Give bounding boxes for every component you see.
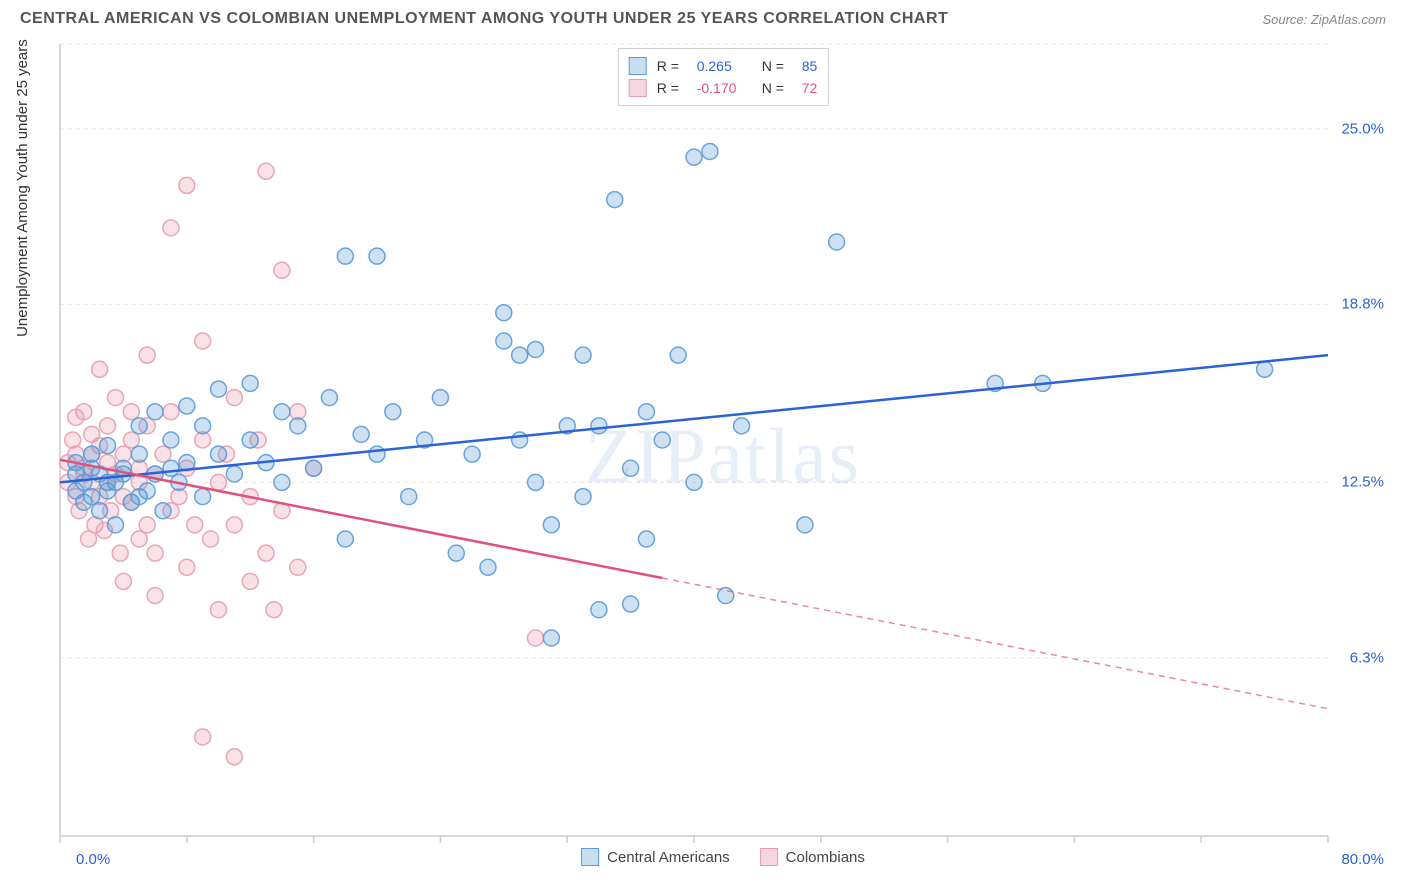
legend-n-value: 72: [802, 80, 818, 96]
series-legend-label: Colombians: [786, 849, 865, 866]
scatter-plot-svg: [58, 40, 1388, 872]
legend-swatch: [629, 79, 647, 97]
y-axis-tick-label: 12.5%: [1341, 474, 1384, 491]
legend-r-value: 0.265: [697, 58, 752, 74]
legend-n-label: N =: [762, 58, 792, 74]
legend-swatch: [629, 57, 647, 75]
chart-source: Source: ZipAtlas.com: [1262, 12, 1386, 27]
correlation-legend: R = 0.265 N = 85 R = -0.170 N = 72: [618, 48, 829, 106]
plot-area: ZIPatlas R = 0.265 N = 85 R = -0.170 N =…: [58, 40, 1388, 872]
legend-swatch: [581, 848, 599, 866]
chart-header: CENTRAL AMERICAN VS COLOMBIAN UNEMPLOYME…: [0, 0, 1406, 28]
legend-n-value: 85: [802, 58, 818, 74]
x-axis-min-label: 0.0%: [76, 851, 110, 868]
y-axis-label: Unemployment Among Youth under 25 years: [14, 39, 31, 337]
series-legend-label: Central Americans: [607, 849, 730, 866]
series-legend-item: Colombians: [760, 848, 865, 866]
legend-n-label: N =: [762, 80, 792, 96]
legend-r-value: -0.170: [697, 80, 752, 96]
y-axis-tick-label: 18.8%: [1341, 296, 1384, 313]
legend-swatch: [760, 848, 778, 866]
legend-r-label: R =: [657, 58, 687, 74]
series-legend-item: Central Americans: [581, 848, 730, 866]
correlation-legend-row: R = 0.265 N = 85: [629, 55, 818, 77]
chart-title: CENTRAL AMERICAN VS COLOMBIAN UNEMPLOYME…: [20, 10, 948, 28]
y-axis-tick-label: 25.0%: [1341, 120, 1384, 137]
correlation-legend-row: R = -0.170 N = 72: [629, 77, 818, 99]
x-axis-max-label: 80.0%: [1341, 851, 1384, 868]
y-axis-tick-label: 6.3%: [1350, 649, 1384, 666]
series-legend: Central Americans Colombians: [581, 848, 865, 866]
chart-area: Unemployment Among Youth under 25 years …: [44, 40, 1388, 872]
legend-r-label: R =: [657, 80, 687, 96]
